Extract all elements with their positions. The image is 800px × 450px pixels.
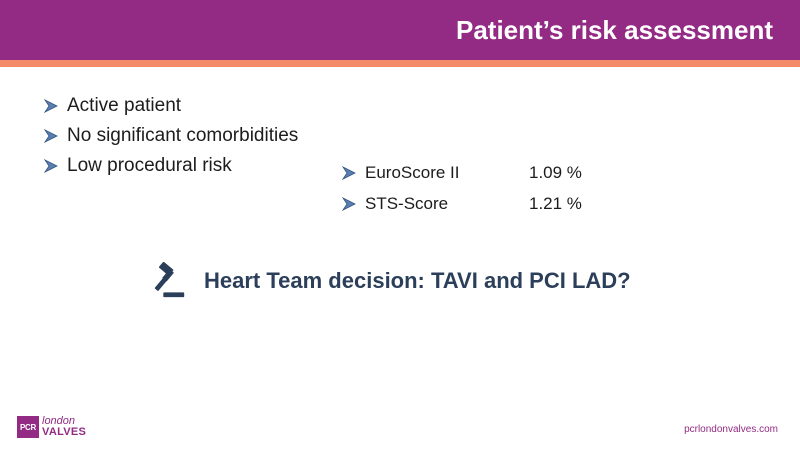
bullet-arrow-icon: [342, 165, 356, 180]
logo-line1: london: [42, 415, 76, 427]
logo-line2: VALVES: [42, 426, 87, 438]
heart-team-decision: Heart Team decision: TAVI and PCI LAD?: [204, 268, 631, 293]
score-row: EuroScore II 1.09 %: [342, 157, 582, 188]
score-name: EuroScore II: [365, 162, 460, 182]
bullet-text: Low procedural risk: [67, 155, 232, 176]
bullet-text: Active patient: [67, 95, 182, 116]
risk-score-list: EuroScore II 1.09 % STS-Score 1.21 %: [342, 157, 582, 219]
score-value: 1.09 %: [529, 162, 582, 182]
logo-wordmark: london VALVES: [42, 416, 86, 438]
bullet-arrow-icon: [342, 196, 356, 211]
title-bar-accent-stripe: [0, 60, 800, 67]
score-value: 1.21 %: [529, 193, 582, 213]
bullet-arrow-icon: [44, 129, 58, 143]
pcr-london-valves-logo: PCR london VALVES: [17, 416, 86, 438]
slide-title: Patient’s risk assessment: [456, 15, 773, 45]
score-row: STS-Score 1.21 %: [342, 188, 582, 219]
score-name: STS-Score: [365, 193, 449, 213]
decision-block: Heart Team decision: TAVI and PCI LAD?: [150, 262, 631, 300]
website-link[interactable]: pcrlondonvalves.com: [684, 424, 778, 435]
logo-badge: PCR: [17, 416, 39, 438]
bullet-item: Active patient: [44, 91, 298, 121]
bullet-item: Low procedural risk: [44, 151, 298, 181]
bullet-arrow-icon: [44, 159, 58, 173]
gavel-icon: [154, 262, 185, 298]
bullet-text: No significant comorbidities: [67, 125, 299, 146]
bullet-arrow-icon: [44, 99, 58, 113]
bullet-list: Active patient No significant comorbidit…: [44, 91, 298, 181]
bullet-item: No significant comorbidities: [44, 121, 298, 151]
title-bar: [0, 0, 800, 60]
